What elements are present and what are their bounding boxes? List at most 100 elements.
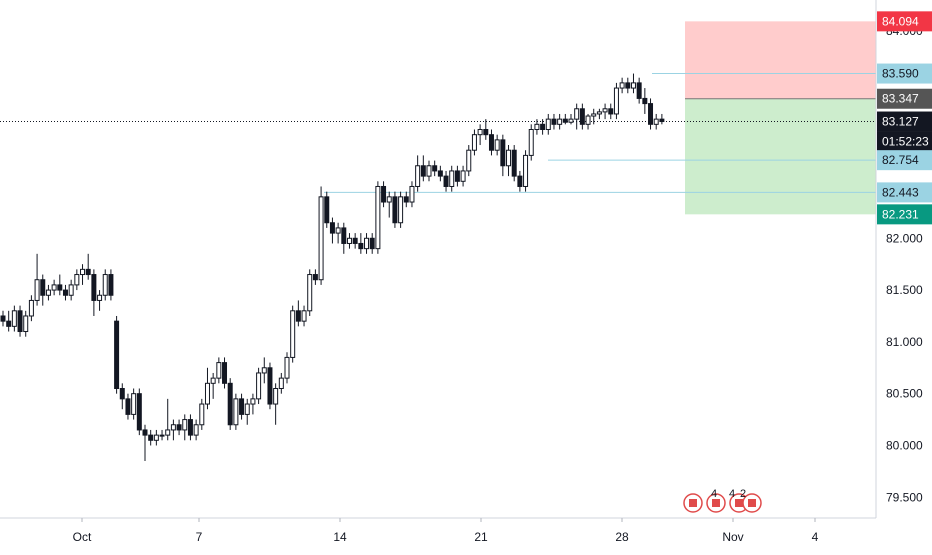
candle-body xyxy=(471,134,477,151)
candle-body xyxy=(250,398,256,405)
candle-body xyxy=(153,434,159,441)
candle-body xyxy=(131,393,137,415)
candle-body xyxy=(170,424,176,431)
event-badge-count: 2 xyxy=(740,488,746,500)
event-badge-count: 4 xyxy=(729,488,735,500)
candle-body xyxy=(488,134,494,151)
candle-body xyxy=(403,196,409,203)
event-badge-count: 4 xyxy=(711,488,717,500)
candle-body xyxy=(182,419,188,431)
candle-body xyxy=(273,388,279,405)
candle-body xyxy=(511,149,517,177)
y-tick-label: 81.000 xyxy=(886,335,923,349)
candle-body xyxy=(91,274,97,301)
candle-body xyxy=(159,434,165,437)
price-label-bg xyxy=(877,88,932,109)
candle-body xyxy=(375,185,381,250)
candle-body xyxy=(381,185,387,203)
candle-body xyxy=(125,398,131,415)
candle-body xyxy=(318,196,324,281)
candle-body xyxy=(51,284,57,291)
candle-body xyxy=(574,108,580,120)
price-label-bg xyxy=(877,63,932,84)
price-label-bg xyxy=(877,131,932,152)
candle-body xyxy=(62,289,68,296)
candle-body xyxy=(108,274,114,296)
candle-body xyxy=(74,274,80,286)
candle-body xyxy=(557,118,563,125)
candle-body xyxy=(85,268,91,276)
candle-body xyxy=(540,123,546,130)
price-label-line: 83.590 xyxy=(882,67,919,81)
candle-body xyxy=(6,320,12,327)
candle-body xyxy=(591,113,597,117)
candle-body xyxy=(648,103,654,125)
candle-body xyxy=(568,118,574,123)
maple-leaf-icon xyxy=(689,499,697,507)
candle-body xyxy=(352,237,358,244)
candle-body xyxy=(398,196,404,224)
price-label-bg xyxy=(877,111,932,132)
candle-body xyxy=(341,227,347,244)
candle-body xyxy=(454,170,460,182)
price-label-bg xyxy=(877,182,932,203)
candle-body xyxy=(80,268,86,276)
candle-body xyxy=(392,196,398,224)
candle-body xyxy=(284,356,290,379)
maple-leaf-icon xyxy=(748,499,756,507)
candles xyxy=(0,73,665,462)
candle-body xyxy=(602,108,608,113)
x-tick-label: 28 xyxy=(615,530,629,544)
price-label-current: 83.127 xyxy=(882,115,919,129)
x-tick-label: Oct xyxy=(73,530,92,544)
candle-body xyxy=(329,222,335,234)
candle-body xyxy=(23,315,29,333)
price-label-line: 82.754 xyxy=(882,153,919,167)
candle-body xyxy=(307,274,313,312)
candle-body xyxy=(386,196,392,203)
candle-body xyxy=(426,165,432,177)
candle-body xyxy=(28,299,34,317)
y-tick-label: 81.500 xyxy=(886,283,923,297)
time-axis: Oct 7 14 21 28 Nov 4 xyxy=(0,517,876,544)
candle-body xyxy=(210,377,216,384)
candle-body xyxy=(528,129,534,156)
candle-body xyxy=(466,149,472,172)
candle-body xyxy=(443,175,449,187)
candle-body xyxy=(301,310,307,322)
candle-body xyxy=(136,393,142,431)
reward-zone xyxy=(685,98,876,215)
x-tick-label: 14 xyxy=(333,530,347,544)
candle-body xyxy=(460,170,466,182)
candle-body xyxy=(119,388,125,400)
candle-body xyxy=(506,149,512,167)
candle-body xyxy=(239,398,245,415)
candle-body xyxy=(278,377,284,390)
candle-body xyxy=(364,237,370,250)
candle-body xyxy=(11,310,17,327)
candle-body xyxy=(449,170,455,187)
candle-body xyxy=(97,294,103,301)
risk-zone xyxy=(685,21,876,99)
candle-body xyxy=(625,82,631,89)
candle-body xyxy=(176,424,182,431)
candle-body xyxy=(534,123,540,130)
price-label-countdown: 01:52:23 xyxy=(882,135,929,149)
candle-body xyxy=(0,315,6,322)
x-tick-label: 4 xyxy=(812,530,819,544)
candle-body xyxy=(608,108,614,115)
candle-body xyxy=(483,129,489,136)
candle-body xyxy=(324,196,330,224)
candle-body xyxy=(613,87,619,115)
candle-body xyxy=(358,242,364,250)
price-label-line: 82.443 xyxy=(882,185,919,199)
candle-body xyxy=(494,139,500,151)
candle-body xyxy=(630,82,636,89)
maple-leaf-icon xyxy=(712,499,720,507)
candle-body xyxy=(45,289,51,296)
x-tick-label: Nov xyxy=(722,530,743,544)
candle-body xyxy=(40,279,46,296)
candle-body xyxy=(659,118,665,123)
candle-body xyxy=(432,165,438,172)
